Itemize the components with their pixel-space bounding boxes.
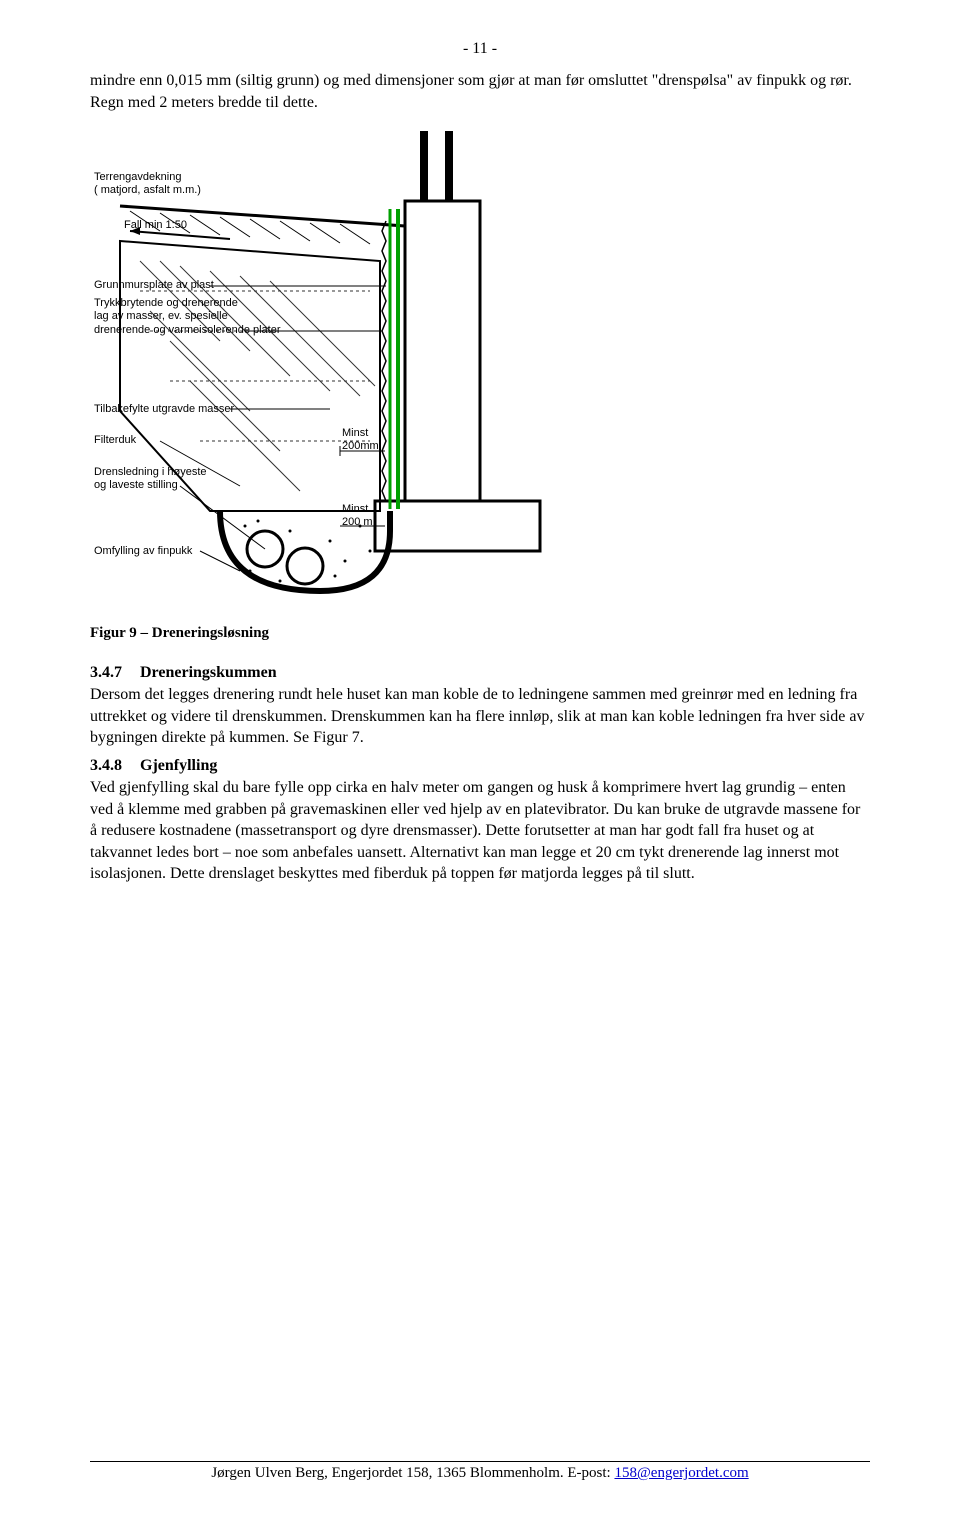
fig-label-tilbake: Tilbakefylte utgravde masser bbox=[94, 403, 234, 416]
fig-label-omfyll: Omfylling av finpukk bbox=[94, 545, 192, 558]
section-title-348: Gjenfylling bbox=[140, 757, 217, 774]
heading-347: 3.4.7 Dreneringskummen bbox=[90, 664, 870, 682]
intro-paragraph: mindre enn 0,015 mm (siltig grunn) og me… bbox=[90, 70, 870, 113]
figure-caption: Figur 9 – Dreneringsløsning bbox=[90, 625, 870, 642]
section-num-348: 3.4.8 bbox=[90, 757, 136, 775]
figure-9: Terrengavdekning ( matjord, asfalt m.m.)… bbox=[90, 131, 610, 611]
fig-label-drensled: Drensledning i høyeste og laveste stilli… bbox=[94, 466, 207, 492]
section-text-348: Ved gjenfylling skal du bare fylle opp c… bbox=[90, 777, 870, 885]
section-title-347: Dreneringskummen bbox=[140, 664, 277, 681]
fig-label-filter: Filterduk bbox=[94, 434, 136, 447]
footer-text: Jørgen Ulven Berg, Engerjordet 158, 1365… bbox=[211, 1465, 614, 1481]
fig-label-minst1: Minst 200mm bbox=[342, 427, 379, 453]
drainage-diagram bbox=[90, 131, 610, 611]
footer-email-link[interactable]: 158@engerjordet.com bbox=[614, 1465, 748, 1481]
heading-348: 3.4.8 Gjenfylling bbox=[90, 757, 870, 775]
section-text-347: Dersom det legges drenering rundt hele h… bbox=[90, 684, 870, 749]
fig-label-minst2: Minst 200 m bbox=[342, 503, 373, 529]
fig-label-fall: Fall min 1:50 bbox=[124, 219, 187, 232]
fig-label-grunnmur: Grunnmursplate av plast bbox=[94, 279, 214, 292]
page-footer: Jørgen Ulven Berg, Engerjordet 158, 1365… bbox=[90, 1461, 870, 1482]
fig-label-terreng: Terrengavdekning ( matjord, asfalt m.m.) bbox=[94, 171, 201, 197]
fig-label-trykk: Trykkbrytende og drenerende lag av masse… bbox=[94, 297, 281, 337]
page-number: - 11 - bbox=[90, 40, 870, 58]
section-num-347: 3.4.7 bbox=[90, 664, 136, 682]
